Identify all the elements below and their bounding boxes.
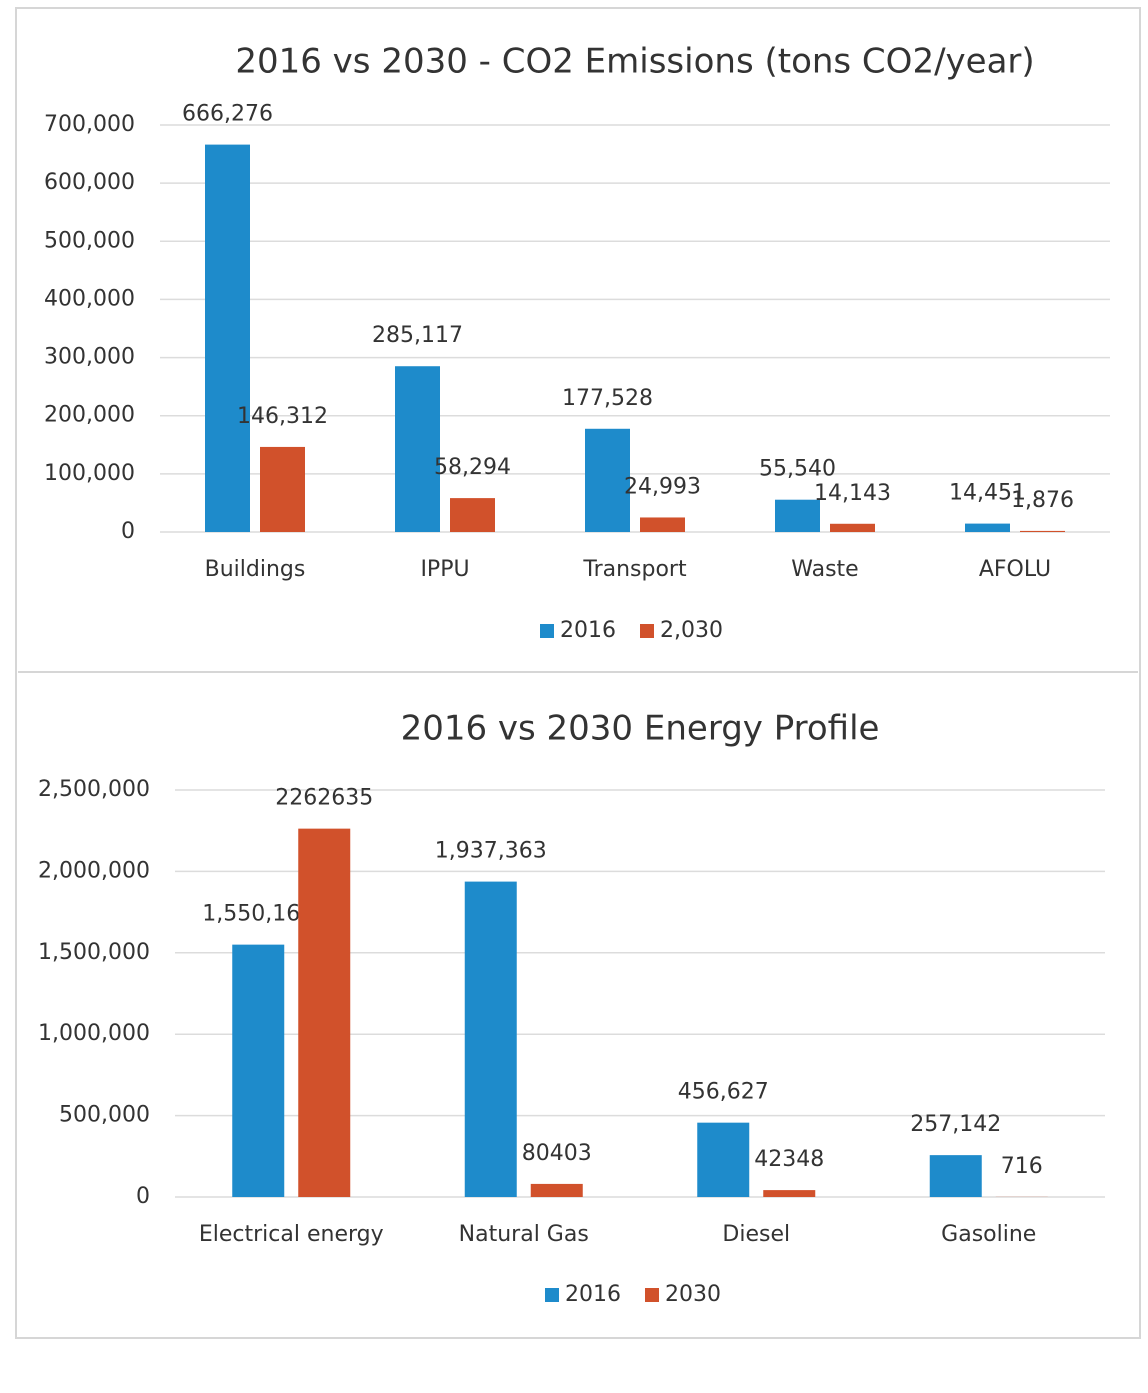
- x-tick-label: Electrical energy: [199, 1222, 384, 1247]
- y-tick-label: 200,000: [44, 403, 135, 428]
- value-label: 285,117: [372, 323, 463, 348]
- value-label: 666,276: [182, 102, 273, 127]
- x-tick-label: Transport: [582, 557, 687, 582]
- bar: [260, 446, 305, 532]
- bar: [640, 517, 685, 532]
- y-tick-label: 0: [121, 519, 135, 544]
- value-label: 80403: [522, 1141, 592, 1166]
- value-label: 42348: [754, 1147, 824, 1172]
- y-tick-label: 2,500,000: [38, 777, 150, 802]
- bar: [830, 523, 875, 532]
- legend-swatch: [640, 624, 654, 638]
- value-label: 177,528: [562, 386, 653, 411]
- x-tick-label: AFOLU: [979, 557, 1051, 582]
- legend-label: 2030: [665, 1282, 721, 1307]
- bar: [929, 1155, 982, 1197]
- bar: [205, 144, 250, 532]
- value-label: 24,993: [624, 474, 701, 499]
- value-label: 1,937,363: [435, 839, 547, 864]
- legend-label: 2016: [560, 618, 616, 643]
- value-label: 257,142: [910, 1112, 1001, 1137]
- bar: [965, 523, 1010, 532]
- y-tick-label: 700,000: [44, 112, 135, 137]
- x-tick-label: Gasoline: [941, 1222, 1036, 1247]
- bar: [395, 366, 440, 532]
- value-label: 716: [1001, 1154, 1043, 1179]
- bar: [450, 498, 495, 532]
- bar: [585, 428, 630, 532]
- chart-title: 2016 vs 2030 - CO2 Emissions (tons CO2/y…: [235, 42, 1034, 82]
- bar: [775, 499, 820, 532]
- x-tick-label: IPPU: [420, 557, 469, 582]
- y-tick-label: 500,000: [44, 228, 135, 253]
- value-label: 146,312: [237, 404, 328, 429]
- bar: [530, 1183, 583, 1197]
- bar: [298, 828, 351, 1197]
- y-tick-label: 1,500,000: [38, 940, 150, 965]
- bar: [697, 1122, 750, 1197]
- value-label: 456,627: [678, 1080, 769, 1105]
- x-tick-label: Natural Gas: [459, 1222, 589, 1247]
- legend-swatch: [645, 1288, 659, 1302]
- legend-label: 2,030: [660, 618, 723, 643]
- value-label: 58,294: [434, 455, 511, 480]
- x-tick-label: Waste: [791, 557, 858, 582]
- x-tick-label: Buildings: [205, 557, 306, 582]
- value-label: 55,540: [759, 457, 836, 482]
- legend-swatch: [540, 624, 554, 638]
- bar: [464, 881, 517, 1197]
- y-tick-label: 2,000,000: [38, 858, 150, 883]
- y-tick-label: 400,000: [44, 286, 135, 311]
- y-tick-label: 500,000: [59, 1103, 150, 1128]
- legend-label: 2016: [565, 1282, 621, 1307]
- value-label: 1,550,168: [202, 902, 314, 927]
- value-label: 14,451: [949, 481, 1026, 506]
- legend-swatch: [545, 1288, 559, 1302]
- y-tick-label: 0: [136, 1184, 150, 1209]
- value-label: 14,143: [814, 481, 891, 506]
- y-tick-label: 600,000: [44, 170, 135, 195]
- y-tick-label: 1,000,000: [38, 1021, 150, 1046]
- bar: [232, 944, 285, 1197]
- chart-title: 2016 vs 2030 Energy Profile: [401, 709, 880, 749]
- y-tick-label: 100,000: [44, 461, 135, 486]
- x-tick-label: Diesel: [722, 1222, 790, 1247]
- bar: [1020, 530, 1065, 532]
- value-label: 2262635: [275, 786, 373, 811]
- bar: [763, 1190, 816, 1197]
- y-tick-label: 300,000: [44, 345, 135, 370]
- value-label: 1,876: [1011, 488, 1074, 513]
